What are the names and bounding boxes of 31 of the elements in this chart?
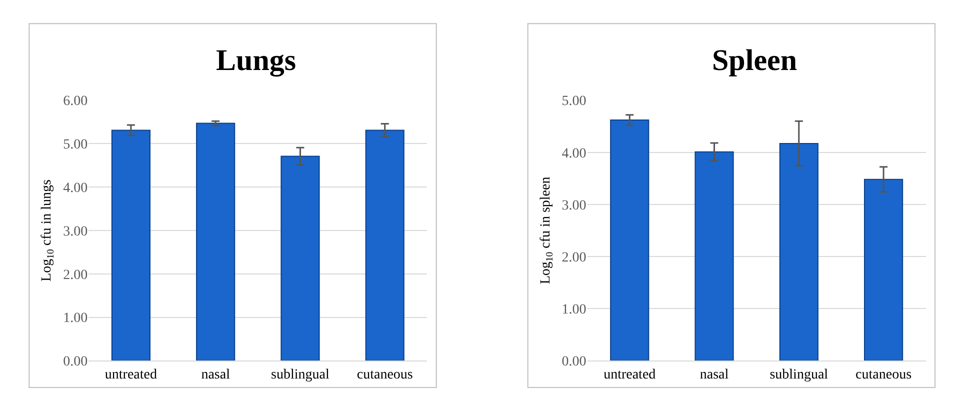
y-tick-label: 3.00 [562, 198, 586, 214]
y-tick-label: 2.00 [562, 250, 586, 266]
bar [196, 122, 236, 361]
y-tick-label: 3.00 [63, 224, 88, 240]
x-tick-label: cutaneous [856, 368, 912, 382]
chart-title: Lungs [216, 44, 296, 77]
y-tick-label: 0.00 [63, 354, 88, 370]
x-tick-label: cutaneous [356, 368, 413, 382]
y-tick-label: 4.00 [63, 180, 88, 196]
chart-title: Spleen [712, 44, 798, 77]
bar [694, 151, 734, 361]
y-tick-label: 1.00 [562, 302, 586, 318]
bar [610, 120, 650, 361]
bar [779, 142, 818, 361]
x-tick-label: sublingual [770, 368, 828, 382]
bar [280, 156, 320, 361]
bar [365, 130, 404, 361]
y-tick-label: 4.00 [562, 146, 586, 162]
x-tick-label: untreated [604, 368, 656, 382]
x-tick-label: nasal [700, 368, 729, 382]
y-tick-label: 2.00 [63, 268, 88, 283]
x-tick-label: nasal [201, 368, 230, 382]
bar [111, 130, 150, 361]
y-tick-label: 1.00 [63, 311, 88, 326]
y-tick-label: 5.00 [63, 138, 88, 153]
y-tick-label: 5.00 [562, 94, 586, 110]
x-tick-label: sublingual [271, 368, 330, 382]
x-tick-label: untreated [104, 368, 157, 382]
bar [864, 178, 904, 361]
y-tick-label: 6.00 [63, 94, 88, 110]
y-tick-label: 0.00 [562, 354, 586, 370]
